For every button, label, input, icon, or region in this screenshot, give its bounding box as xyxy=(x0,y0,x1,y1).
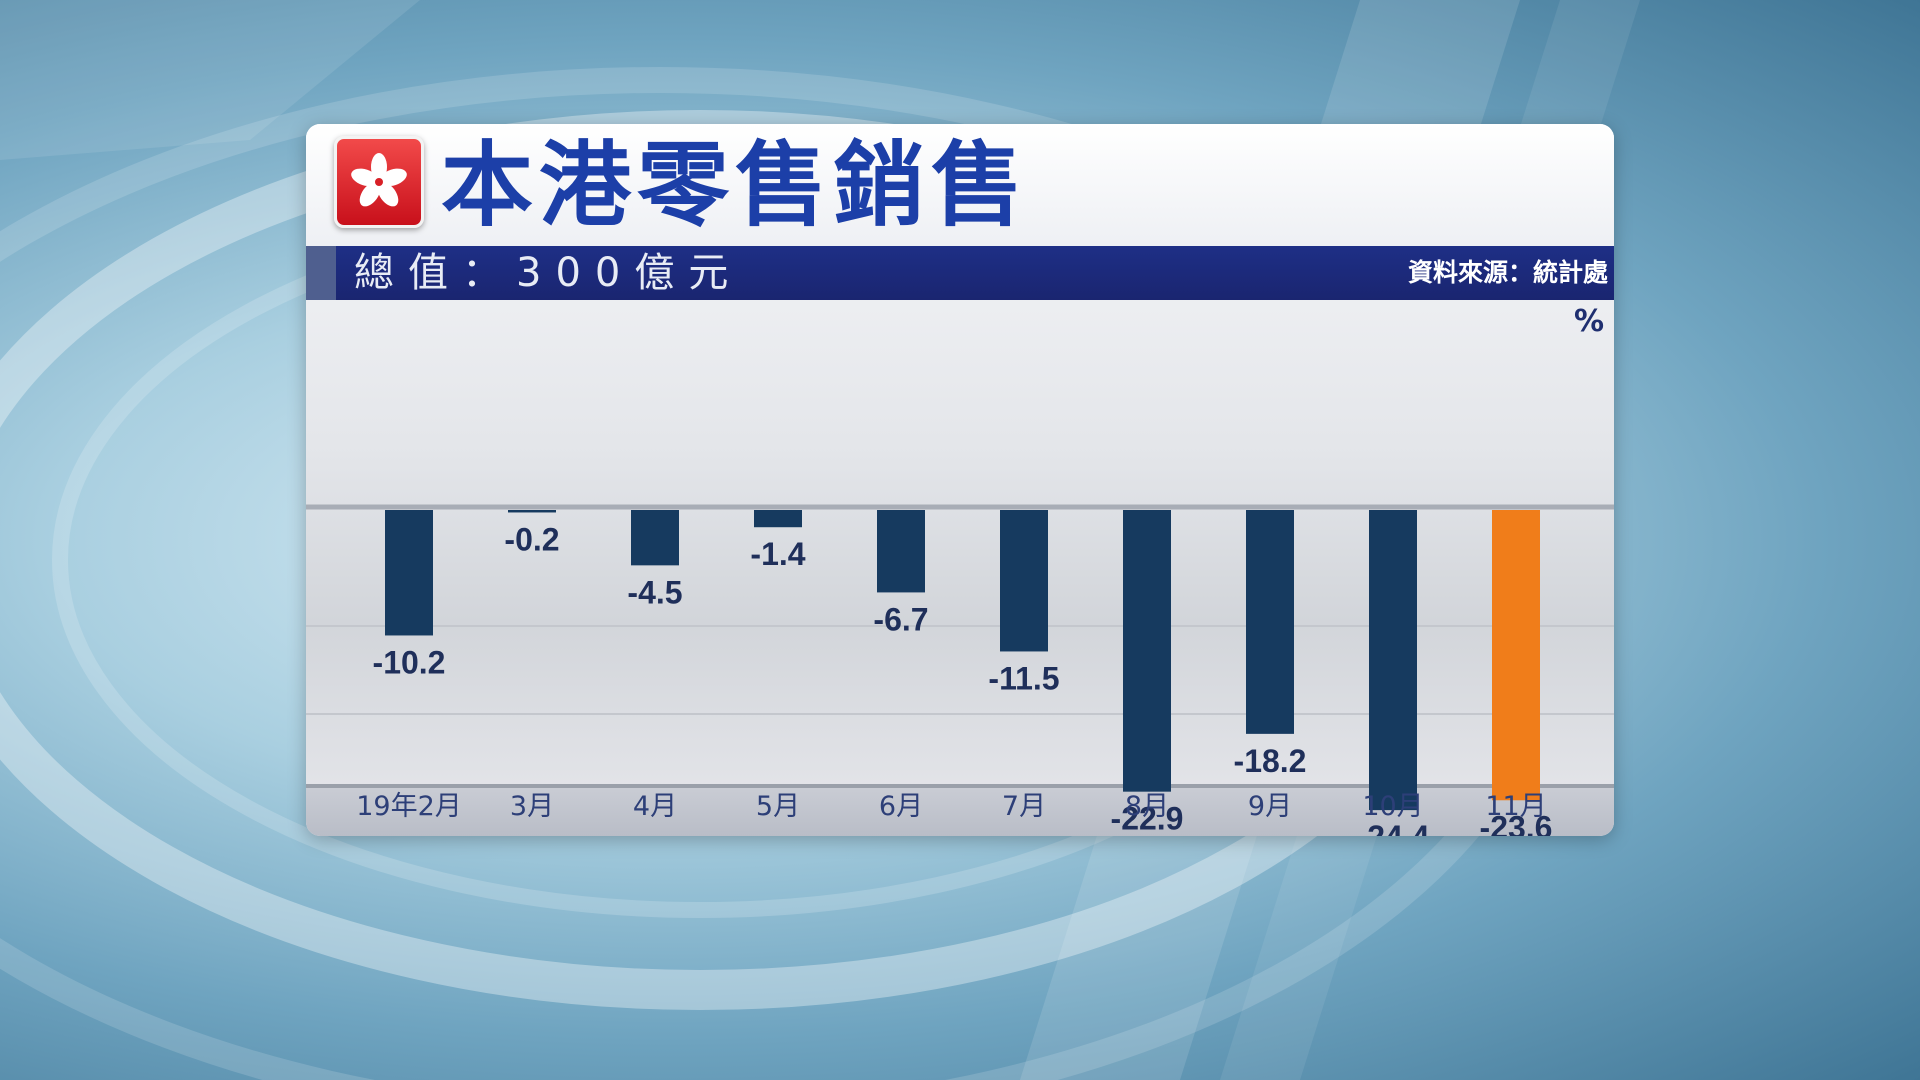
data-label: -24.4 xyxy=(1357,819,1430,836)
data-label: -11.5 xyxy=(988,660,1059,696)
category-label: 6月 xyxy=(879,791,923,822)
category-label: 4月 xyxy=(633,791,677,822)
category-label: 7月 xyxy=(1002,791,1046,822)
bar xyxy=(1369,510,1417,811)
data-label: -0.2 xyxy=(504,521,559,557)
category-label: 8月 xyxy=(1125,791,1169,822)
data-label: -18.2 xyxy=(1234,743,1307,779)
data-label: -4.5 xyxy=(627,574,682,610)
data-label: -10.2 xyxy=(373,644,446,680)
bar xyxy=(754,510,802,528)
subtitle-banner: 總值：300億元 資料來源：統計處 xyxy=(306,246,1614,300)
title-row: 本港零售銷售 xyxy=(306,124,1614,246)
bar xyxy=(877,510,925,593)
chart-title: 本港零售銷售 xyxy=(441,132,1030,239)
bar xyxy=(1246,510,1294,734)
source-text: 資料來源：統計處 xyxy=(1407,258,1608,287)
banner-accent xyxy=(306,246,336,300)
bar xyxy=(1123,510,1171,792)
chart-panel: 本港零售銷售 總值：300億元 資料來源：統計處 % -10.2 19年2月 -0.… xyxy=(306,124,1614,836)
bar xyxy=(1000,510,1048,652)
total-value-text: 總值：300億元 xyxy=(354,250,743,296)
bar-chart: -10.2 19年2月 -0.2 3月 -4.5 4月 -1.4 5月 -6.7 6月 -11.5 7… xyxy=(306,504,1614,836)
category-label: 19年2月 xyxy=(356,791,462,822)
hong-kong-flag-icon xyxy=(334,136,424,228)
bar xyxy=(508,510,556,513)
bar xyxy=(385,510,433,636)
category-label: 10月 xyxy=(1362,791,1423,822)
category-label: 3月 xyxy=(510,791,554,822)
category-label: 11月 xyxy=(1485,791,1546,822)
category-label: 5月 xyxy=(756,791,800,822)
data-label: -23.6 xyxy=(1480,809,1553,836)
bar xyxy=(1492,510,1540,801)
unit-label: % xyxy=(1573,304,1604,339)
data-label: -22.9 xyxy=(1111,801,1184,836)
data-label: -6.7 xyxy=(873,601,928,637)
category-label: 9月 xyxy=(1248,791,1292,822)
bar xyxy=(631,510,679,566)
data-label: -1.4 xyxy=(750,536,805,572)
